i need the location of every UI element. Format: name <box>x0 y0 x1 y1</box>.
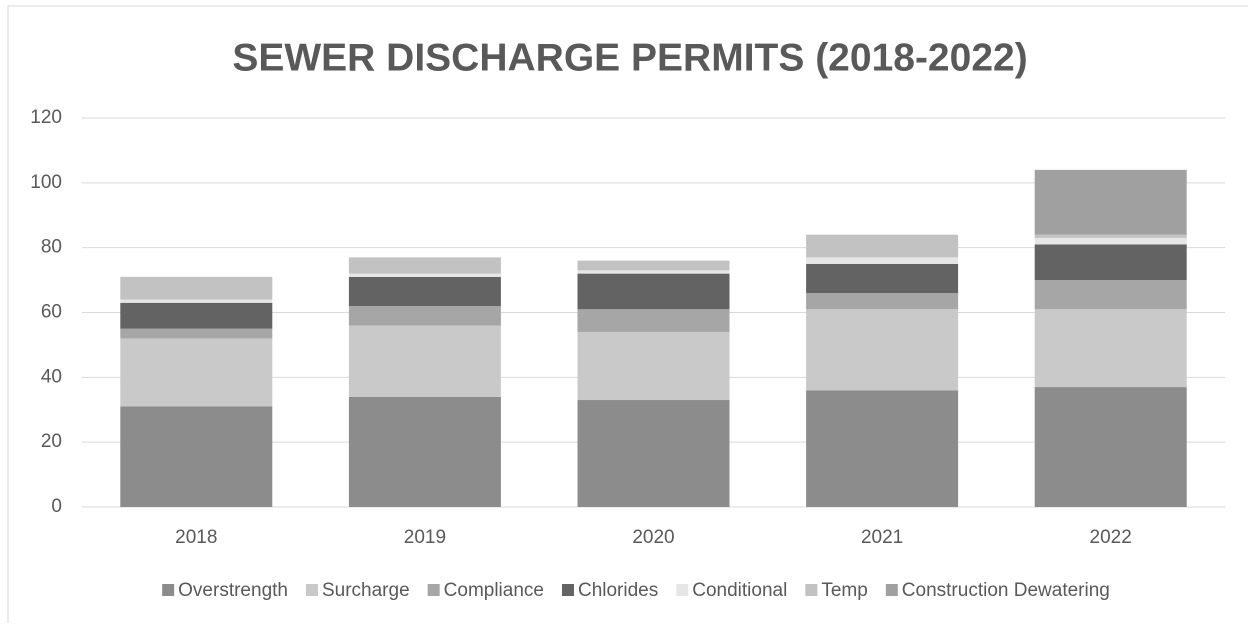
bar-segment <box>348 396 501 507</box>
bar-segment <box>120 302 273 329</box>
bar-segment <box>348 273 501 277</box>
bar-segment <box>806 234 959 258</box>
bar-segment <box>1034 309 1187 388</box>
bar-segment <box>1034 244 1187 281</box>
legend-label: Temp <box>821 580 867 601</box>
x-tick-label: 2019 <box>404 527 446 548</box>
x-tick-label: 2020 <box>632 527 674 548</box>
legend-label: Compliance <box>444 580 544 601</box>
bar-segment <box>577 309 730 332</box>
bar-segment <box>577 260 730 271</box>
bar-segment <box>577 273 730 310</box>
x-tick-label: 2022 <box>1090 527 1132 548</box>
legend-label: Construction Dewatering <box>902 580 1110 601</box>
bar-segment <box>120 338 273 407</box>
x-tick-label: 2021 <box>861 527 903 548</box>
legend-swatch <box>305 584 318 596</box>
legend-swatch <box>162 584 175 596</box>
bar-segment <box>1034 169 1187 235</box>
bar-segment <box>577 400 730 507</box>
legend-swatch <box>427 584 440 596</box>
bar-segment <box>120 328 273 339</box>
y-tick-label: 20 <box>41 431 62 452</box>
chart-title: SEWER DISCHARGE PERMITS (2018-2022) <box>232 36 1027 79</box>
bar-segment <box>806 257 959 264</box>
bar-segment <box>348 306 501 326</box>
bar-segment <box>1034 237 1187 245</box>
bar-segment <box>120 406 273 507</box>
bar-segment <box>120 276 273 300</box>
y-tick-label: 120 <box>30 107 62 128</box>
legend-label: Chlorides <box>578 580 658 601</box>
bar-segment <box>1034 280 1187 310</box>
legend-swatch <box>561 584 574 596</box>
bar-segment <box>1034 234 1187 238</box>
y-tick-label: 100 <box>30 172 62 193</box>
legend-swatch <box>885 584 898 596</box>
legend-label: Conditional <box>692 580 787 601</box>
bar-segment <box>1034 387 1187 507</box>
y-tick-label: 80 <box>41 237 62 258</box>
bar-segment <box>806 309 959 391</box>
y-tick-label: 40 <box>41 366 62 387</box>
bar-segment <box>577 270 730 274</box>
bar-segment <box>348 325 501 397</box>
y-tick-label: 60 <box>41 302 62 323</box>
y-tick-label: 0 <box>51 496 62 517</box>
bar-segment <box>806 293 959 310</box>
legend-swatch <box>805 584 818 596</box>
legend-label: Overstrength <box>178 580 288 601</box>
bar-segment <box>348 276 501 307</box>
legend-swatch <box>676 584 689 596</box>
bar-segment <box>806 263 959 294</box>
x-tick-label: 2018 <box>175 527 217 548</box>
legend-label: Surcharge <box>322 580 410 601</box>
bar-segment <box>120 299 273 303</box>
bar-segment <box>348 257 501 274</box>
bar-segment <box>806 390 959 507</box>
bar-segment <box>577 331 730 401</box>
